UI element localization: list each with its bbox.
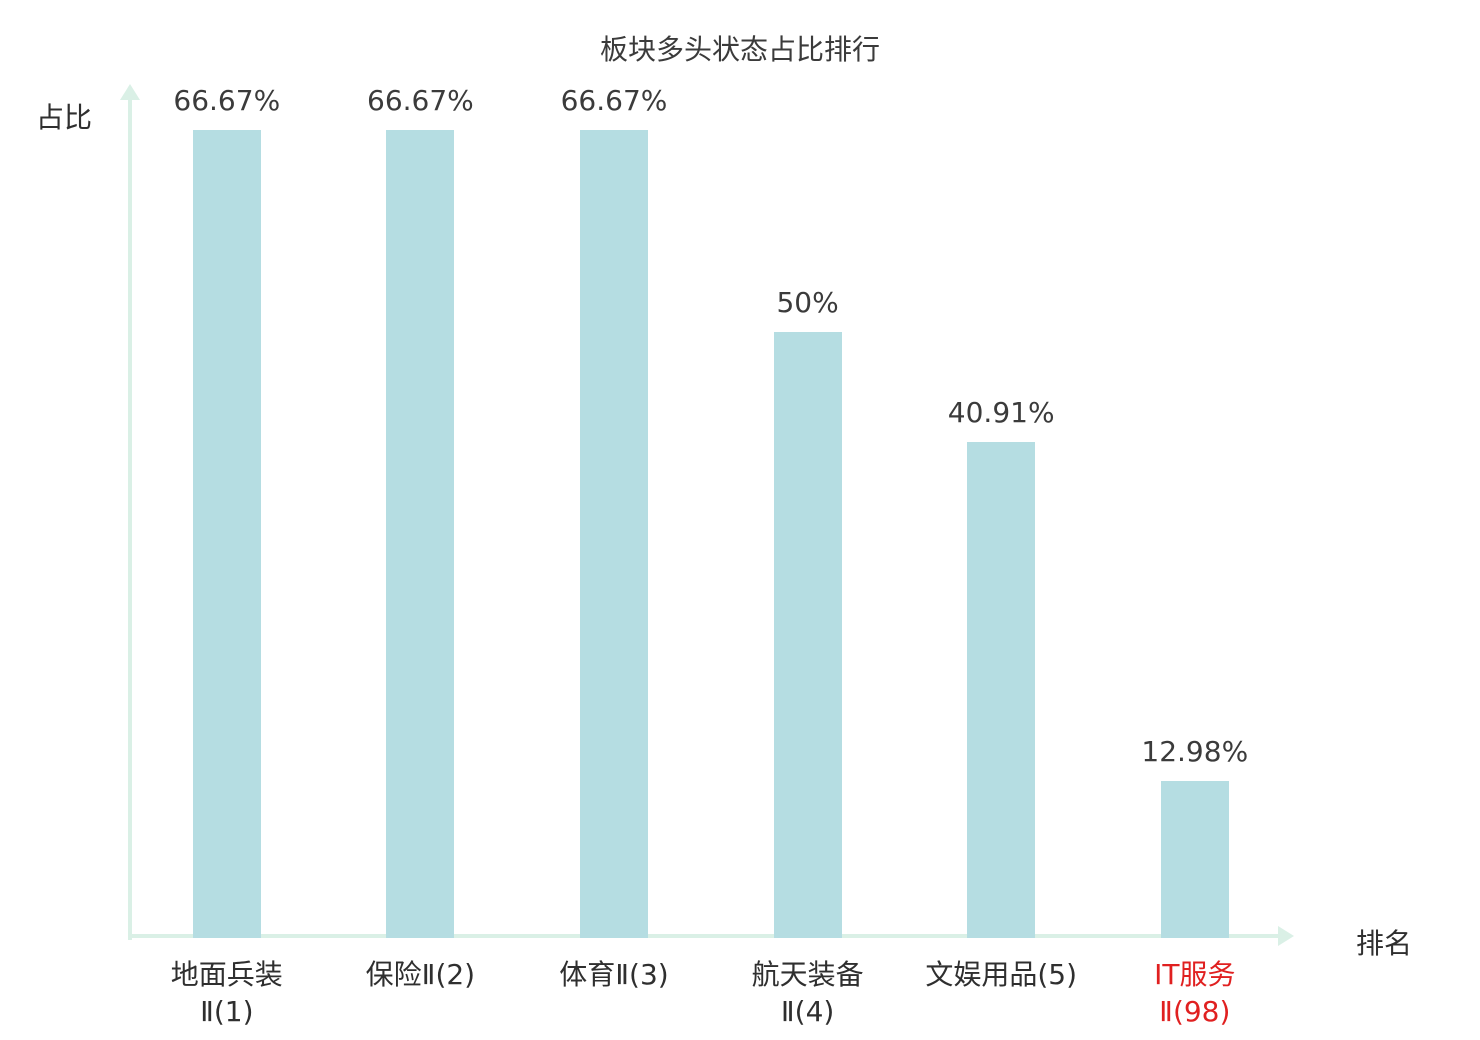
bar-category-label: 地面兵装 Ⅱ(1) xyxy=(170,958,283,1028)
bar xyxy=(967,442,1036,938)
bar-category-label: IT服务 Ⅱ(98) xyxy=(1154,958,1236,1028)
x-axis-arrow-icon xyxy=(1278,926,1294,946)
bar-value-label: 50% xyxy=(776,286,839,319)
bar-category-label: 保险Ⅱ(2) xyxy=(365,958,476,991)
chart-title: 板块多头状态占比排行 xyxy=(599,33,880,66)
y-axis-line xyxy=(128,98,132,940)
x-axis-line xyxy=(128,934,1278,938)
bar-category-label: 文娱用品(5) xyxy=(925,958,1078,991)
bar-value-label: 12.98% xyxy=(1141,735,1249,768)
x-axis-label: 排名 xyxy=(1356,927,1413,960)
bar-value-label: 66.67% xyxy=(560,84,668,117)
bar xyxy=(1160,781,1229,938)
y-axis-label: 占比 xyxy=(36,101,93,134)
y-axis-arrow-icon xyxy=(120,84,140,100)
bar-value-label: 66.67% xyxy=(173,84,281,117)
bar-category-label: 航天装备 Ⅱ(4) xyxy=(751,958,864,1028)
bar xyxy=(192,130,261,938)
bar-category-label: 体育Ⅱ(3) xyxy=(559,958,669,991)
bar xyxy=(773,332,842,938)
bar xyxy=(386,130,455,938)
bar-value-label: 40.91% xyxy=(947,396,1055,429)
bar-value-label: 66.67% xyxy=(367,84,474,117)
bar xyxy=(580,130,648,938)
